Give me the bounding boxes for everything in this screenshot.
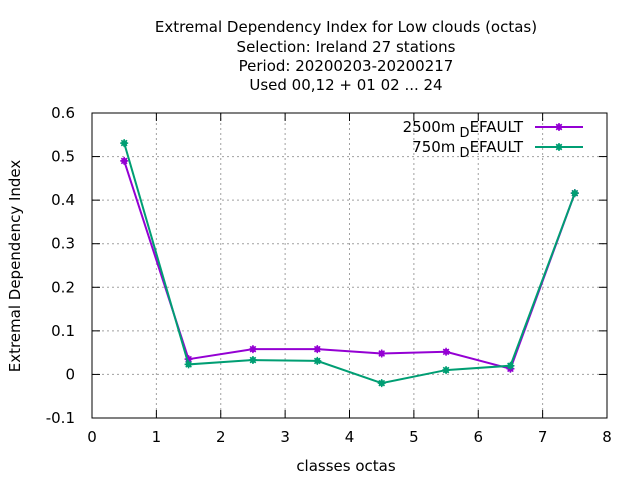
title-line-1: Extremal Dependency Index for Low clouds…	[155, 18, 537, 36]
data-point-marker	[184, 360, 193, 369]
legend-swatch-glyph	[555, 123, 563, 131]
x-axis-label: classes octas	[296, 457, 396, 475]
data-point-marker	[442, 347, 451, 356]
data-point-marker	[120, 156, 129, 165]
data-point-marker	[248, 345, 257, 354]
y-tick-label: 0.2	[51, 278, 75, 296]
plot-frame	[91, 112, 608, 419]
x-tick-label: 0	[87, 428, 97, 446]
y-tick-label: 0.6	[51, 104, 75, 122]
data-point-marker	[442, 366, 451, 375]
y-tick-label: 0.1	[51, 322, 75, 340]
y-tick-label: -0.1	[46, 409, 75, 427]
data-point-marker	[313, 345, 322, 354]
data-point-marker	[506, 361, 515, 370]
data-point-marker	[570, 189, 579, 198]
legend-entry: 750m DEFAULT	[412, 138, 583, 161]
y-tick-label: 0.3	[51, 235, 75, 253]
ticks-layer: 0 1 2 3 4 5 6 7 8 -0.1 0 0.1 0.2 0.3 0.4 0.5 0.6	[46, 104, 612, 446]
data-point-marker	[377, 349, 386, 358]
legend-entry: 2500m DEFAULT	[403, 118, 583, 141]
x-tick-label: 3	[280, 428, 290, 446]
data-point-marker	[120, 139, 129, 148]
x-tick-label: 1	[152, 428, 162, 446]
x-tick-label: 4	[345, 428, 355, 446]
legend-label: 750m DEFAULT	[412, 138, 524, 161]
legend-swatch-glyph	[555, 143, 563, 151]
y-tick-label: 0	[65, 365, 75, 383]
data-point-marker	[377, 379, 386, 388]
grid-layer	[92, 113, 607, 418]
y-axis-label: Extremal Dependency Index	[6, 160, 24, 373]
chart-title: Extremal Dependency Index for Low clouds…	[155, 18, 537, 94]
title-line-4: Used 00,12 + 01 02 ... 24	[249, 76, 442, 94]
x-tick-label: 6	[473, 428, 483, 446]
data-point-marker	[313, 356, 322, 365]
x-tick-label: 8	[602, 428, 612, 446]
series-line	[123, 142, 576, 385]
title-line-3: Period: 20200203-20200217	[239, 57, 454, 75]
x-tick-label: 5	[409, 428, 419, 446]
y-tick-label: 0.4	[51, 191, 75, 209]
title-line-2: Selection: Ireland 27 stations	[237, 38, 456, 56]
y-tick-label: 0.5	[51, 148, 75, 166]
x-tick-label: 2	[216, 428, 226, 446]
data-point-marker	[184, 355, 193, 364]
series-2	[120, 139, 579, 388]
x-tick-label: 7	[538, 428, 548, 446]
series-layer	[120, 139, 579, 388]
data-point-marker	[248, 356, 257, 365]
legend-label: 2500m DEFAULT	[403, 118, 524, 141]
